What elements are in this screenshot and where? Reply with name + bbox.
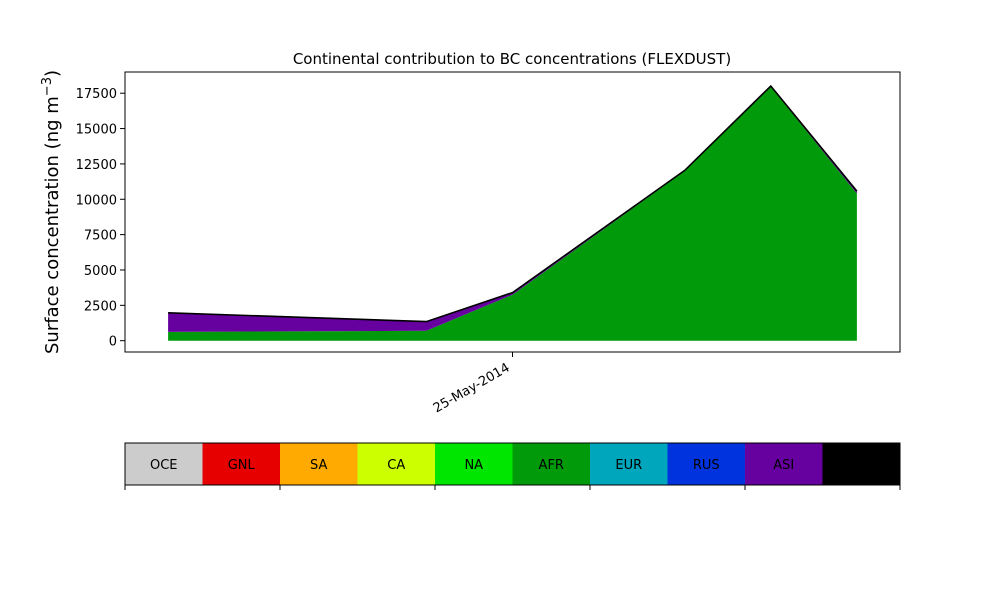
legend-label-asi: ASI	[773, 458, 794, 473]
y-tick-label: 7500	[84, 229, 117, 244]
y-tick-label: 2500	[84, 299, 117, 314]
y-tick-label: 5000	[84, 264, 117, 279]
legend-swatch-eur	[590, 443, 668, 485]
y-axis-label-exponent: −3	[40, 77, 55, 96]
legend-label-eur: EUR	[615, 458, 642, 473]
legend-label-ca: CA	[387, 458, 405, 473]
region-colorbar-legend: OCE GNL SA CA NA AFR EUR RUS ASI AUS	[124, 442, 901, 490]
legend-frame	[124, 442, 901, 486]
legend-label-na: NA	[464, 458, 483, 473]
legend-label-rus: RUS	[693, 458, 720, 473]
legend-swatch-asi	[745, 443, 823, 485]
legend-swatch-na	[435, 443, 513, 485]
legend-swatch-sa	[280, 443, 358, 485]
y-tick-label: 12500	[76, 158, 117, 173]
y-tick-label: 0	[109, 335, 117, 350]
legend-swatch-afr	[512, 443, 591, 485]
y-tick-label: 17500	[76, 87, 117, 102]
y-axis: 0 2500 5000 7500 10000 12500 15000 17500	[76, 87, 125, 350]
legend-label-oce: OCE	[150, 458, 178, 473]
legend-swatch-rus	[667, 443, 746, 485]
y-tick-label: 15000	[76, 123, 117, 138]
legend-label-gnl: GNL	[228, 458, 256, 473]
y-axis-label-text: Surface concentration (ng m	[42, 96, 63, 354]
legend-swatch-gnl	[202, 443, 281, 485]
legend-label-aus: AUS	[848, 458, 875, 473]
y-axis-label: Surface concentration (ng m−3)	[40, 70, 63, 354]
y-axis-label-close: )	[42, 70, 63, 77]
y-tick-label: 10000	[76, 193, 117, 208]
area-afr	[168, 86, 857, 341]
stack-top-outline	[168, 84, 858, 323]
legend-swatch-aus	[822, 443, 901, 485]
legend-label-sa: SA	[310, 458, 327, 473]
legend-swatch-ca	[357, 443, 436, 485]
legend-label-afr: AFR	[539, 458, 564, 473]
chart-title: Continental contribution to BC concentra…	[293, 50, 731, 68]
legend-swatch-oce	[125, 443, 203, 485]
